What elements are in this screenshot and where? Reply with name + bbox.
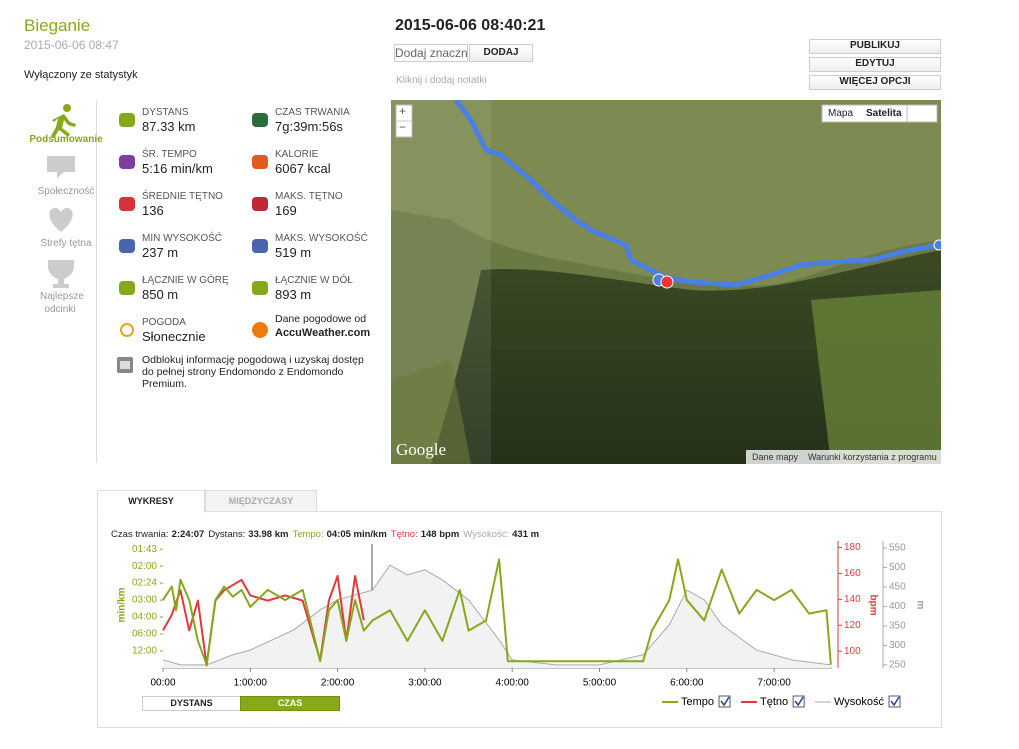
stat-value: 5:16 min/km (142, 161, 213, 176)
nav-item[interactable]: Najlepsze odcinki (40, 291, 84, 315)
stat-value: 519 m (275, 245, 312, 260)
stat-icon (119, 197, 135, 211)
zoom-in[interactable]: + (399, 104, 407, 118)
stat-icon (119, 239, 135, 253)
summary-value: 148 bpm (420, 529, 460, 540)
action-button[interactable]: PUBLIKUJ (809, 39, 941, 54)
stat-label: ŁĄCZNIE W GÓRĘ (142, 275, 229, 286)
activity-date: 2015-06-06 08:47 (24, 38, 119, 52)
stat-label: MAKS. WYSOKOŚĆ (275, 233, 368, 244)
stat-icon (252, 155, 268, 169)
tab-splits[interactable]: MIĘDZYCZASY (205, 490, 317, 512)
sidebar-divider (96, 100, 97, 463)
nav-item[interactable]: Społeczność (37, 186, 95, 197)
nav-item[interactable]: Podsumowanie (29, 134, 103, 145)
summary-label: Tempo: (292, 529, 324, 540)
zoom-out[interactable]: − (399, 120, 407, 134)
summary-value: 33.98 km (248, 529, 289, 540)
stats-status: Wyłączony ze statystyk (24, 69, 138, 81)
stat-icon (252, 281, 268, 295)
stat-value: 7g:39m:56s (275, 119, 343, 134)
toggle-time[interactable]: CZAS (240, 696, 340, 711)
stat-icon (119, 281, 135, 295)
action-button[interactable]: WIĘCEJ OPCJI (809, 75, 941, 90)
notes-field[interactable]: Kliknij i dodaj notatki (396, 75, 487, 86)
stat-label: ŁĄCZNIE W DÓŁ (275, 275, 353, 286)
stat-label: CZAS TRWANIA (275, 107, 350, 118)
stat-icon (252, 239, 268, 253)
summary-label: Czas trwania: (111, 529, 169, 540)
stat-label: ŚR. TEMPO (142, 149, 197, 160)
stat-label: KALORIE (275, 149, 319, 160)
summary-label: Tętno: (390, 529, 418, 540)
add-tag-button[interactable]: DODAJ (469, 44, 533, 62)
activity-title: Bieganie (24, 16, 91, 35)
accuweather-icon (252, 322, 268, 338)
stat-value: 87.33 km (142, 119, 196, 134)
stat-icon (119, 155, 135, 169)
toggle-distance[interactable]: DYSTANS (142, 696, 241, 711)
stat-icon (252, 197, 268, 211)
tab-charts[interactable]: WYKRESY (97, 490, 205, 513)
workout-time: 2015-06-06 08:40:21 (395, 17, 546, 34)
stat-icon (119, 113, 135, 127)
stat-label: DYSTANS (142, 107, 189, 118)
stat-icon (252, 113, 268, 127)
map-data-link[interactable]: Dane mapy (752, 452, 799, 462)
stat-value: 893 m (275, 287, 312, 302)
summary-value: 04:05 min/km (326, 529, 387, 540)
map-type-map[interactable]: Mapa (828, 108, 854, 119)
summary-value: 431 m (512, 529, 540, 540)
stat-value: 6067 kcal (275, 161, 331, 176)
tag-input[interactable]: Dodaj znacznik (394, 44, 468, 62)
chart-panel (97, 511, 942, 728)
stat-value: 850 m (142, 287, 179, 302)
summary-label: Wysokość: (463, 529, 510, 540)
stat-icon (120, 323, 134, 337)
chart-summary: Czas trwania: 2:24:07 Dystans: 33.98 km Temp… (111, 529, 543, 540)
stat-value: Słonecznie (142, 329, 206, 344)
stat-label: MIN WYSOKOŚĆ (142, 233, 223, 244)
map-terms-link[interactable]: Warunki korzystania z programu (808, 452, 937, 462)
map-type-satellite[interactable]: Satelita (866, 108, 902, 119)
stat-value: 169 (275, 203, 297, 218)
nav-item[interactable]: Strefy tętna (40, 238, 92, 249)
weather-source-label: Dane pogodowe od (275, 313, 367, 325)
summary-label: Dystans: (208, 529, 246, 540)
stat-label: ŚREDNIE TĘTNO (142, 191, 223, 202)
stat-label: POGODA (142, 317, 186, 328)
nav-icons (47, 104, 76, 288)
weather-source-name: AccuWeather.com (275, 327, 371, 339)
summary-value: 2:24:07 (171, 529, 205, 540)
map[interactable] (391, 100, 941, 464)
stat-value: 237 m (142, 245, 179, 260)
premium-note: Odblokuj informację pogodową i uzyskaj d… (142, 354, 364, 390)
premium-icon (117, 357, 133, 373)
stat-value: 136 (142, 203, 164, 218)
map-logo: Google (396, 440, 447, 459)
action-button[interactable]: EDYTUJ (809, 57, 941, 72)
stat-label: MAKS. TĘTNO (275, 191, 343, 202)
